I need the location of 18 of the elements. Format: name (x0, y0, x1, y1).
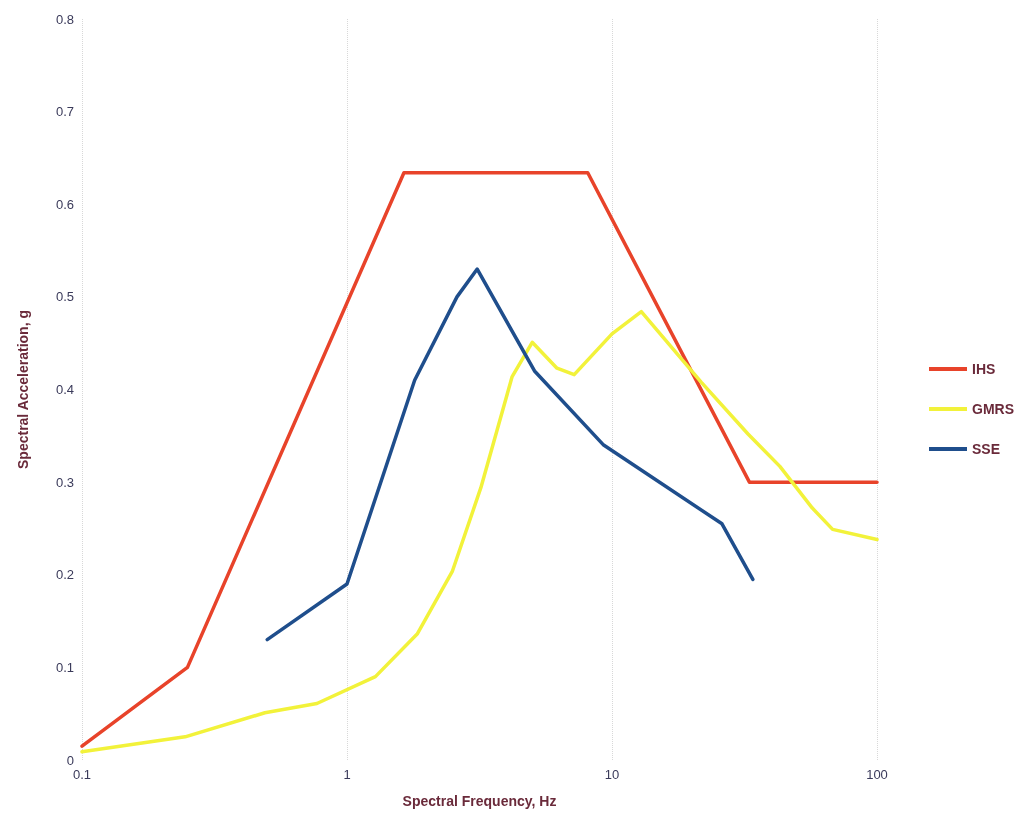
legend-label: SSE (972, 441, 1001, 457)
x-axis-title: Spectral Frequency, Hz (402, 793, 557, 809)
x-tick-label: 0.1 (72, 767, 92, 782)
y-tick-label: 0.8 (55, 11, 74, 27)
y-tick-label: 0.4 (55, 382, 74, 397)
y-tick-label: 0 (66, 752, 74, 768)
y-axis-title: Spectral Acceleration, g (15, 310, 31, 469)
y-tick-label: 0.1 (55, 659, 74, 675)
x-tick-label: 10 (604, 767, 620, 782)
y-tick-label: 0.7 (55, 104, 74, 120)
y-tick-label: 0.2 (55, 567, 74, 583)
y-tick-label: 0.5 (55, 289, 74, 305)
legend-label: GMRS (972, 401, 1014, 417)
y-tick-label: 0.3 (55, 474, 74, 490)
legend-label: IHS (972, 361, 996, 377)
x-tick-label: 1 (343, 767, 351, 782)
y-tick-label: 0.6 (55, 196, 74, 212)
x-tick-label: 100 (866, 767, 888, 782)
